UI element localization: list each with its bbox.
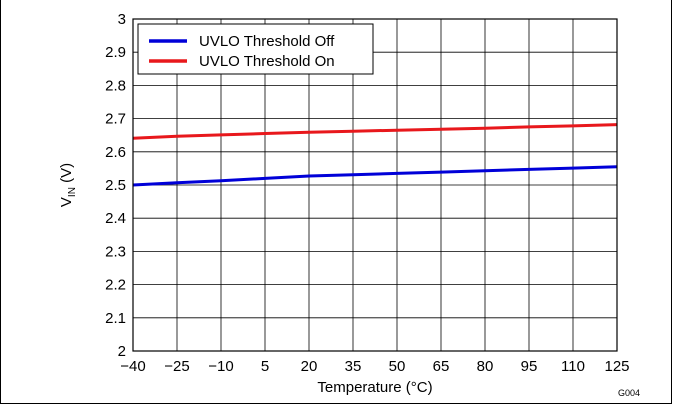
y-tick-label: 2.5	[105, 177, 126, 194]
y-tick-label: 2.7	[105, 111, 126, 128]
y-tick-label: 2.9	[105, 44, 126, 61]
plot-area	[132, 18, 618, 352]
x-tick-label: 95	[521, 358, 538, 375]
legend-box	[137, 23, 374, 75]
x-tick-label: 50	[389, 358, 406, 375]
x-tick-label: 20	[301, 358, 318, 375]
y-axis-title: VIN (V)	[58, 163, 78, 207]
legend-label-on: UVLO Threshold On	[199, 53, 335, 70]
figure-code: G004	[618, 388, 640, 398]
legend-label-off: UVLO Threshold Off	[199, 33, 335, 50]
series-lines	[132, 123, 618, 187]
x-tick-label: 65	[433, 358, 450, 375]
y-axis-title-main: V	[58, 197, 75, 207]
series-line-threshold-on	[132, 123, 618, 140]
y-axis-title-subscript: IN	[67, 187, 78, 197]
series-line-threshold-off	[132, 165, 618, 187]
y-tick-label: 2.3	[105, 243, 126, 260]
x-tick-label: 125	[604, 358, 629, 375]
y-tick-label: 2.4	[105, 210, 126, 227]
legend: UVLO Threshold Off UVLO Threshold On	[137, 23, 374, 75]
y-tick-label: 2.1	[105, 310, 126, 327]
y-tick-label: 2.6	[105, 144, 126, 161]
x-tick-label: 5	[261, 358, 269, 375]
y-tick-label: 3	[118, 11, 126, 28]
x-tick-label: −10	[208, 358, 233, 375]
y-tick-label: 2.8	[105, 77, 126, 94]
x-tick-label: 110	[561, 358, 585, 375]
x-tick-label: 35	[345, 358, 362, 375]
y-tick-label: 2	[118, 343, 126, 360]
x-tick-label: −40	[120, 358, 145, 375]
x-tick-label: −25	[164, 358, 189, 375]
y-tick-label: 2.2	[105, 277, 126, 294]
y-axis-title-unit: (V)	[58, 163, 75, 187]
x-axis-title: Temperature (°C)	[317, 379, 432, 396]
x-tick-labels: −40 −25 −10 5 20 35 50 65 80 95 110 125	[120, 358, 629, 375]
x-tick-label: 80	[477, 358, 494, 375]
y-tick-labels: 2 2.1 2.2 2.3 2.4 2.5 2.6 2.7 2.8 2.9 3	[105, 11, 126, 360]
